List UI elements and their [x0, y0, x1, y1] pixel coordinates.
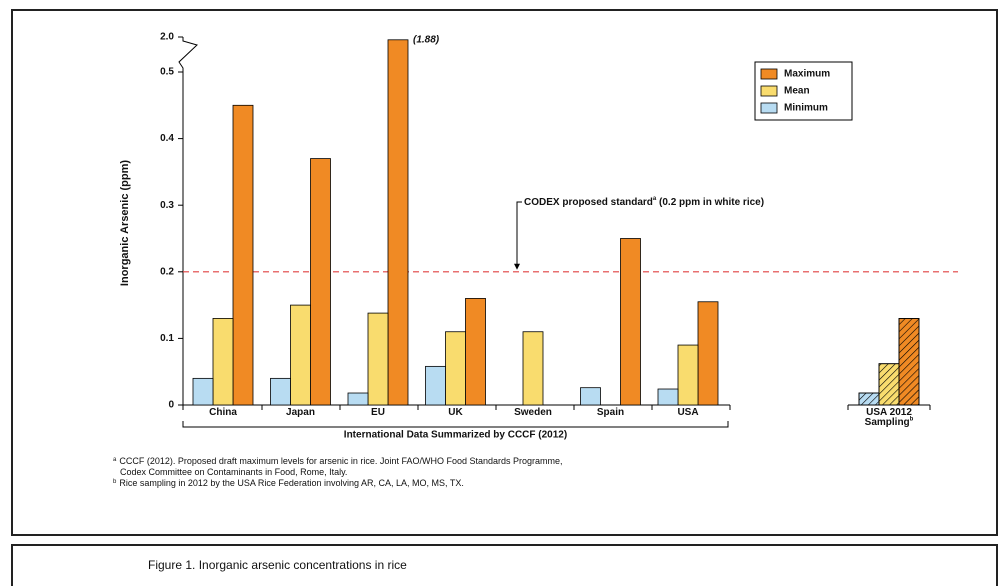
annotation-part: (0.2 ppm in white rice) — [656, 197, 764, 208]
group-bracket — [182, 421, 729, 428]
bar — [232, 104, 254, 406]
category-text: Japan — [286, 407, 315, 418]
bar-hatch — [878, 363, 900, 406]
footnote: Codex Committee on Contaminants in Food,… — [120, 467, 347, 477]
bar — [212, 318, 234, 406]
legend-label: Minimum — [784, 103, 828, 114]
legend-swatch — [760, 68, 778, 80]
x-tick-label: China — [188, 408, 258, 418]
bar — [290, 304, 311, 406]
footnote-mark: a — [113, 457, 117, 463]
x-tick-label: Japan — [266, 408, 336, 418]
caption-border — [11, 544, 998, 586]
legend-swatch — [760, 85, 778, 97]
bar-hatch — [858, 392, 880, 406]
footnote-mark: b — [909, 416, 914, 423]
bar — [445, 331, 466, 406]
y-tick-label: 0 — [168, 400, 174, 411]
bar-hatch — [898, 318, 920, 406]
bar — [347, 392, 369, 406]
caption: Figure 1. Inorganic arsenic concentratio… — [148, 558, 407, 572]
category-text: USA — [677, 407, 699, 418]
y-tick-label: 0.4 — [160, 133, 174, 144]
bar — [310, 158, 331, 406]
annotation-part: a — [653, 196, 657, 202]
y-tick-label: 0.2 — [160, 266, 174, 277]
group-label: International Data Summarized by CCCF (2… — [344, 430, 567, 441]
x-tick-label: USA — [653, 408, 723, 418]
arrow-head — [514, 263, 520, 270]
x-tick-label: USA 2012 Samplingb — [860, 408, 918, 428]
category-text: Spain — [596, 407, 625, 418]
y-tick-label: 0.3 — [160, 200, 174, 211]
figure-border — [11, 9, 998, 536]
x-tick-label: Sweden — [498, 408, 568, 418]
category-text: Sweden — [514, 407, 552, 418]
legend-label: Maximum — [784, 69, 830, 80]
footnote: a CCCF (2012). Proposed draft maximum lev… — [113, 456, 563, 466]
y-tick-label: 2.0 — [160, 32, 174, 43]
bar — [387, 39, 409, 406]
axis-break — [178, 37, 198, 78]
bar — [677, 344, 699, 406]
y-axis-label: Inorganic Arsenic (ppm) — [119, 160, 131, 286]
bar — [620, 238, 641, 406]
category-text: China — [209, 407, 237, 418]
bar — [522, 331, 544, 406]
category-text: USA 2012 Sampling — [864, 407, 912, 428]
bar — [657, 388, 679, 406]
x-tick-label: EU — [343, 408, 413, 418]
y-tick-label: 0.5 — [160, 67, 174, 78]
value-label: (1.88) — [413, 34, 440, 45]
bar — [465, 298, 486, 406]
bar — [580, 387, 601, 406]
y-tick-label: 0.1 — [160, 333, 174, 344]
footnote: b Rice sampling in 2012 by the USA Rice F… — [113, 478, 464, 488]
bar — [270, 377, 291, 406]
x-tick-label: UK — [421, 408, 491, 418]
legend-swatch — [760, 102, 778, 114]
legend-label: Mean — [784, 86, 810, 97]
bar — [192, 377, 214, 406]
annotation: CODEX proposed standarda (0.2 ppm in whi… — [524, 196, 764, 208]
bar — [367, 312, 389, 406]
footnote-text: Codex Committee on Contaminants in Food,… — [120, 467, 347, 477]
annotation-arrow — [516, 201, 522, 266]
footnote-mark: b — [113, 479, 117, 485]
category-text: UK — [448, 407, 463, 418]
bar — [697, 301, 719, 406]
annotation-part: CODEX proposed standard — [524, 197, 653, 208]
category-text: EU — [371, 407, 385, 418]
x-tick-label: Spain — [576, 408, 646, 418]
bar — [425, 365, 446, 406]
footnote-text: Rice sampling in 2012 by the USA Rice Fe… — [119, 478, 464, 488]
footnote-text: CCCF (2012). Proposed draft maximum leve… — [119, 456, 562, 466]
